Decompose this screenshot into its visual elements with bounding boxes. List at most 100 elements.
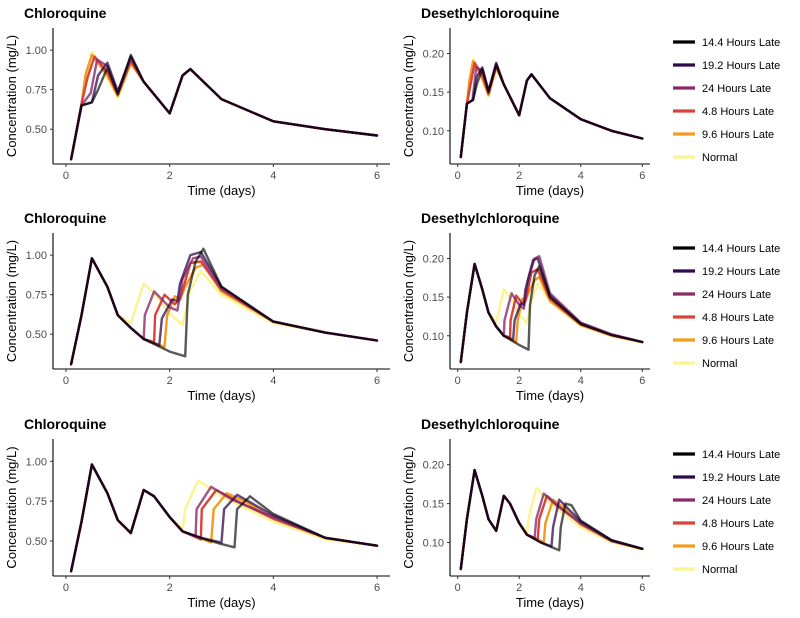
chart-panel-3: Chloroquine 0.50 0.75 1.00 0 2 4 6 Time (days) Co… <box>4 210 390 403</box>
x-tick-label: 0 <box>63 170 69 182</box>
series-line-24-hours-late <box>69 56 379 161</box>
x-tick-label: 6 <box>639 375 645 387</box>
chart-panel-6: Desethylchloroquine 0.10 0.15 0.20 0 2 4 6 Time … <box>401 416 650 610</box>
panel-title: Chloroquine <box>24 210 107 226</box>
series-line-14-4-hours-late <box>459 468 644 571</box>
y-tick-label: 1.00 <box>26 250 47 262</box>
series-line-24-hours-late <box>459 61 644 159</box>
x-tick-label: 2 <box>167 375 173 387</box>
y-tick-label: 0.75 <box>26 290 47 302</box>
y-tick-label: 0.50 <box>26 536 47 548</box>
legend-label: 4.8 Hours Late <box>702 312 774 324</box>
panel-title: Chloroquine <box>24 416 107 432</box>
series-line-4-8-hours-late <box>459 61 644 159</box>
y-tick-label: 1.00 <box>26 456 47 468</box>
y-axis-title: Concentration (mg/L) <box>401 446 416 568</box>
x-tick-label: 0 <box>455 375 461 387</box>
series-line-9-6-hours-late <box>69 53 379 161</box>
series-line-normal <box>69 50 379 161</box>
y-tick-label: 0.15 <box>423 499 444 511</box>
y-tick-label: 0.20 <box>423 254 444 266</box>
x-tick-label: 2 <box>516 582 522 594</box>
x-tick-label: 4 <box>578 170 584 182</box>
legend-label: 14.4 Hours Late <box>702 37 780 49</box>
series-line-14-4-hours-late <box>69 463 379 573</box>
y-axis-title: Concentration (mg/L) <box>401 35 416 157</box>
legend-label: 4.8 Hours Late <box>702 518 774 530</box>
legend-label: 9.6 Hours Late <box>702 541 774 553</box>
chart-panel-2: Desethylchloroquine 0.10 0.15 0.20 0 2 4 6 Time … <box>401 5 650 198</box>
x-tick-label: 0 <box>63 582 69 594</box>
x-tick-label: 4 <box>578 582 584 594</box>
x-tick-label: 6 <box>374 375 380 387</box>
y-tick-label: 0.75 <box>26 496 47 508</box>
legend-row-1: 14.4 Hours Late 19.2 Hours Late 24 Hours L… <box>673 37 780 164</box>
y-tick-label: 0.75 <box>26 85 47 97</box>
y-axis-title: Concentration (mg/L) <box>4 446 19 568</box>
x-tick-label: 6 <box>639 582 645 594</box>
x-tick-label: 0 <box>455 170 461 182</box>
legend-label: 4.8 Hours Late <box>702 106 774 118</box>
x-tick-label: 6 <box>639 170 645 182</box>
y-tick-label: 0.20 <box>423 460 444 472</box>
x-tick-label: 4 <box>270 170 276 182</box>
x-tick-label: 4 <box>270 582 276 594</box>
y-axis-title: Concentration (mg/L) <box>4 240 19 362</box>
legend-row-2: 14.4 Hours Late 19.2 Hours Late 24 Hours L… <box>673 243 780 370</box>
legend-label: 14.4 Hours Late <box>702 243 780 255</box>
series-line-14-4-hours-late <box>459 63 644 159</box>
x-tick-label: 6 <box>374 170 380 182</box>
y-tick-label: 0.10 <box>423 126 444 138</box>
x-tick-label: 4 <box>578 375 584 387</box>
legend-label: 14.4 Hours Late <box>702 449 780 461</box>
y-tick-label: 0.50 <box>26 329 47 341</box>
y-axis-title: Concentration (mg/L) <box>4 35 19 157</box>
chart-panel-4: Desethylchloroquine 0.10 0.15 0.20 0 2 4 6 Time … <box>401 210 650 403</box>
chart-panel-1: Chloroquine 0.50 0.75 1.00 0 2 4 6 Time (days) Co… <box>4 5 390 198</box>
panel-title: Chloroquine <box>24 5 107 21</box>
x-tick-label: 4 <box>270 375 276 387</box>
x-axis-title: Time (days) <box>187 183 255 198</box>
chart-panel-5: Chloroquine 0.50 0.75 1.00 0 2 4 6 Time (days) Co… <box>4 416 390 610</box>
y-tick-label: 1.00 <box>26 45 47 57</box>
series-line-14-4-hours-late <box>69 53 379 161</box>
series-line-4-8-hours-late <box>69 55 379 161</box>
legend-label: Normal <box>702 358 737 370</box>
panel-title: Desethylchloroquine <box>421 210 560 226</box>
y-tick-label: 0.15 <box>423 292 444 304</box>
series-line-19-2-hours-late <box>69 250 379 366</box>
x-tick-label: 2 <box>167 170 173 182</box>
legend-label: 19.2 Hours Late <box>702 60 780 72</box>
x-tick-label: 6 <box>374 582 380 594</box>
panel-title: Desethylchloroquine <box>421 5 560 21</box>
x-tick-label: 0 <box>455 582 461 594</box>
series-line-19-2-hours-late <box>69 55 379 161</box>
x-axis-title: Time (days) <box>516 595 584 610</box>
x-tick-label: 0 <box>63 375 69 387</box>
series-line-19-2-hours-late <box>459 62 644 159</box>
legend-label: 19.2 Hours Late <box>702 472 780 484</box>
y-tick-label: 0.15 <box>423 87 444 99</box>
legend-label: 24 Hours Late <box>702 289 771 301</box>
legend-label: 9.6 Hours Late <box>702 335 774 347</box>
x-axis-title: Time (days) <box>187 595 255 610</box>
x-tick-label: 2 <box>516 375 522 387</box>
series-line-9-6-hours-late <box>459 60 644 159</box>
x-axis-title: Time (days) <box>516 388 584 403</box>
series-line-14-4-hours-late <box>69 247 379 366</box>
y-tick-label: 0.50 <box>26 124 47 136</box>
legend-label: 24 Hours Late <box>702 495 771 507</box>
legend-label: Normal <box>702 564 737 576</box>
legend-label: 19.2 Hours Late <box>702 266 780 278</box>
series-line-14-4-hours-late <box>459 262 644 364</box>
x-axis-title: Time (days) <box>187 388 255 403</box>
legend-label: 9.6 Hours Late <box>702 129 774 141</box>
y-tick-label: 0.10 <box>423 538 444 550</box>
x-tick-label: 2 <box>167 582 173 594</box>
legend-label: 24 Hours Late <box>702 83 771 95</box>
y-tick-label: 0.20 <box>423 49 444 61</box>
series-line-normal <box>459 57 644 159</box>
panel-title: Desethylchloroquine <box>421 416 560 432</box>
legend-label: Normal <box>702 152 737 164</box>
y-tick-label: 0.10 <box>423 331 444 343</box>
